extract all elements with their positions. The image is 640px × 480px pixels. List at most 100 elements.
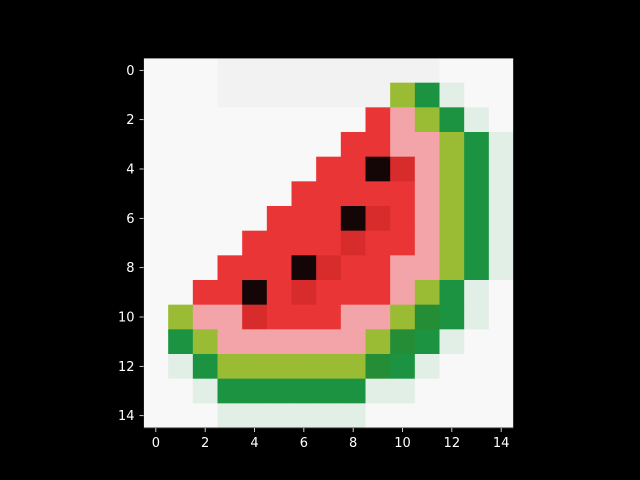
pixel-cell (192, 255, 218, 281)
pixel-cell (316, 206, 342, 232)
pixel-cell (414, 58, 440, 84)
pixel-cell (291, 354, 317, 380)
pixel-cell (143, 156, 169, 182)
y-tick-label: 6 (126, 212, 134, 227)
pixel-cell (143, 82, 169, 108)
pixel-cell (266, 378, 292, 404)
pixel-cell (242, 132, 268, 158)
pixel-cell (217, 329, 243, 355)
pixel-cell (168, 156, 194, 182)
pixel-cell (316, 107, 342, 133)
pixel-cell (266, 181, 292, 207)
pixel-cell (464, 230, 490, 256)
pixel-cell (266, 230, 292, 256)
pixel-cell (340, 206, 366, 232)
pixel-cell (316, 378, 342, 404)
pixel-cell (488, 156, 514, 182)
pixel-cell (217, 107, 243, 133)
pixel-cell (192, 206, 218, 232)
pixel-cell (365, 132, 391, 158)
pixel-cell (414, 107, 440, 133)
pixel-cell (390, 132, 416, 158)
pixel-cell (266, 156, 292, 182)
pixel-cell (390, 280, 416, 306)
pixel-cell (365, 304, 391, 330)
pixel-cell (365, 354, 391, 380)
pixel-cell (414, 378, 440, 404)
pixel-cell (168, 304, 194, 330)
pixel-cell (439, 403, 465, 429)
x-tick-label: 14 (493, 436, 510, 451)
pixel-cell (340, 329, 366, 355)
pixel-cell (464, 255, 490, 281)
y-tick-label: 2 (126, 113, 134, 128)
pixel-cell (340, 378, 366, 404)
pixel-cell (168, 107, 194, 133)
pixel-cell (439, 181, 465, 207)
pixel-cell (242, 403, 268, 429)
pixel-cell (439, 58, 465, 84)
pixel-cell (464, 304, 490, 330)
pixel-cell (365, 206, 391, 232)
pixel-cell (340, 107, 366, 133)
pixel-cell (414, 304, 440, 330)
pixel-cell (192, 304, 218, 330)
pixel-cell (414, 206, 440, 232)
pixel-cell (439, 329, 465, 355)
pixel-cell (291, 255, 317, 281)
pixel-cell (488, 329, 514, 355)
pixel-cell (464, 132, 490, 158)
pixel-cell (340, 156, 366, 182)
pixel-cell (242, 378, 268, 404)
pixel-cell (266, 132, 292, 158)
pixel-grid (143, 58, 514, 429)
y-axis: 0 2 4 6 8 10 12 14 (118, 64, 144, 424)
x-tick-label: 4 (250, 436, 258, 451)
pixel-cell (291, 280, 317, 306)
pixel-cell (217, 403, 243, 429)
pixel-cell (217, 181, 243, 207)
pixel-cell (488, 378, 514, 404)
pixel-cell (390, 304, 416, 330)
pixel-cell (390, 58, 416, 84)
pixel-cell (316, 354, 342, 380)
pixel-cell (192, 403, 218, 429)
pixel-cell (143, 206, 169, 232)
pixel-cell (217, 82, 243, 108)
pixel-cell (217, 230, 243, 256)
pixel-cell (365, 230, 391, 256)
pixel-cell (316, 403, 342, 429)
pixel-cell (414, 181, 440, 207)
pixel-cell (192, 329, 218, 355)
pixel-cell (242, 329, 268, 355)
pixel-cell (192, 58, 218, 84)
pixel-cell (414, 280, 440, 306)
pixel-cell (217, 58, 243, 84)
pixel-cell (217, 206, 243, 232)
pixel-cell (488, 403, 514, 429)
pixel-cell (390, 156, 416, 182)
pixel-cell (266, 206, 292, 232)
pixel-cell (143, 107, 169, 133)
pixel-cell (192, 378, 218, 404)
pixel-cell (192, 181, 218, 207)
pixel-cell (439, 206, 465, 232)
pixel-cell (143, 280, 169, 306)
x-tick-label: 8 (349, 436, 357, 451)
pixel-cell (464, 378, 490, 404)
pixel-cell (439, 156, 465, 182)
pixel-cell (390, 329, 416, 355)
pixel-cell (168, 403, 194, 429)
pixel-cell (291, 329, 317, 355)
pixel-cell (143, 354, 169, 380)
pixel-cell (488, 181, 514, 207)
pixel-cell (488, 58, 514, 84)
y-tick-label: 10 (118, 311, 135, 326)
x-tick-label: 6 (300, 436, 308, 451)
pixel-cell (217, 304, 243, 330)
pixel-cell (464, 107, 490, 133)
pixel-cell (192, 354, 218, 380)
pixel-cell (414, 156, 440, 182)
pixel-cell (414, 354, 440, 380)
pixel-cell (439, 255, 465, 281)
